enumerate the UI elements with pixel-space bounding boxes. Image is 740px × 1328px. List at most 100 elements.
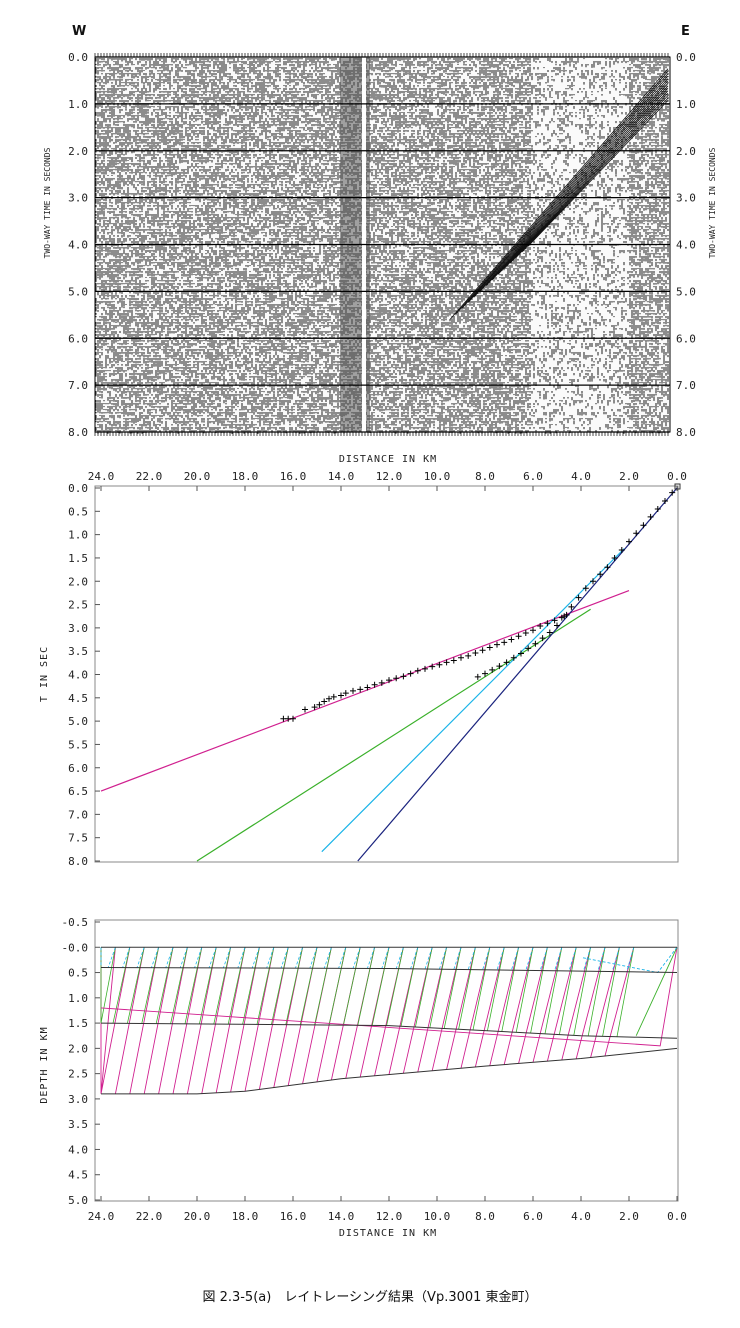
traveltime-ytick-label: 3.5 bbox=[68, 645, 88, 658]
traveltime-pick bbox=[482, 670, 488, 677]
depth-x-ticks: 24.0 22.0 20.0 18.0 16.0 14.0 12.0 10.0 8.0 6.0 4.… bbox=[88, 1196, 687, 1223]
traveltime-pick bbox=[414, 667, 421, 674]
layer-boundary-2 bbox=[100, 1022, 678, 1039]
seismic-ytick-left: 8.0 bbox=[68, 426, 88, 439]
ray-paths-middle bbox=[100, 947, 635, 1037]
traveltime-pick bbox=[496, 663, 503, 670]
traveltime-pick bbox=[472, 650, 479, 657]
traveltime-ytick-label: 6.0 bbox=[68, 762, 88, 775]
traveltime-pick bbox=[486, 644, 493, 651]
traveltime-pick bbox=[669, 489, 676, 496]
traveltime-ytick-label: 7.5 bbox=[68, 832, 88, 845]
depth-xtick-label: 24.0 bbox=[88, 1210, 115, 1223]
seismic-ylabel-left: TWO-WAY TIME IN SECONDS bbox=[43, 147, 52, 258]
traveltime-xtick-label: 4.0 bbox=[571, 470, 591, 483]
traveltime-pick bbox=[544, 620, 551, 627]
traveltime-pick bbox=[539, 635, 546, 642]
seismic-ytick-left: 1.0 bbox=[68, 98, 88, 111]
depth-frame bbox=[94, 919, 679, 1202]
shot-point-marker bbox=[674, 483, 681, 490]
traveltime-pick bbox=[561, 613, 568, 620]
traveltime-model-line-1 bbox=[196, 608, 591, 862]
traveltime-ytick-label: 4.5 bbox=[68, 692, 88, 705]
traveltime-pick bbox=[386, 677, 392, 684]
traveltime-pick bbox=[654, 505, 661, 512]
depth-ytick-label: -0.0 bbox=[62, 941, 89, 954]
traveltime-pick bbox=[640, 522, 647, 529]
traveltime-xtick-label: 24.0 bbox=[88, 470, 115, 483]
traveltime-xtick-label: 20.0 bbox=[184, 470, 211, 483]
traveltime-pick bbox=[633, 530, 640, 537]
depth-ytick-label: 1.5 bbox=[68, 1017, 88, 1030]
traveltime-pick bbox=[338, 692, 344, 699]
traveltime-ytick-label: 4.0 bbox=[68, 669, 88, 682]
depth-xtick-label: 2.0 bbox=[619, 1210, 639, 1223]
traveltime-x-ticks: 24.0 22.0 20.0 18.0 16.0 14.0 12.0 10.0 8.0 6.0 4.… bbox=[88, 470, 687, 491]
east-label: E bbox=[681, 24, 690, 39]
traveltime-panel: DISTANCE IN KM 24.0 22.0 20.0 18.0 16.0 14.0 1… bbox=[39, 454, 687, 868]
depth-y-ticks: -0.5 -0.0 0.5 1.0 1.5 2.0 2.5 3.0 3.5 4.0 4.5 5.0 bbox=[62, 916, 100, 1207]
ray-path-near-cyan bbox=[580, 947, 678, 974]
seismic-ytick-right: 2.0 bbox=[676, 145, 696, 158]
seismic-traces bbox=[95, 57, 670, 434]
depth-ytick-label: -0.5 bbox=[62, 916, 89, 929]
depth-xtick-label: 18.0 bbox=[232, 1210, 259, 1223]
depth-ray-paths bbox=[100, 947, 678, 1094]
traveltime-pick bbox=[508, 636, 515, 643]
ray-paths-deep bbox=[100, 947, 635, 1094]
depth-model-panel: 24.0 22.0 20.0 18.0 16.0 14.0 12.0 10.0 8.0 6.0 4.… bbox=[39, 916, 687, 1239]
seismic-ytick-left: 6.0 bbox=[68, 332, 88, 345]
traveltime-pick bbox=[474, 673, 481, 680]
traveltime-pick bbox=[357, 686, 364, 693]
seismic-time-ticks: 0.0 0.0 1.0 1.0 2.0 2.0 3.0 3.0 4.0 4.0 5.0 5.0 6.0 6… bbox=[68, 51, 696, 439]
layer-boundary-3 bbox=[101, 1047, 678, 1095]
traveltime-pick bbox=[515, 633, 522, 640]
traveltime-model-line-2 bbox=[321, 548, 625, 853]
seismic-ytick-right: 4.0 bbox=[676, 239, 696, 252]
traveltime-pick bbox=[436, 661, 443, 668]
ray-path-near-green bbox=[635, 947, 678, 1036]
seismic-ytick-left: 3.0 bbox=[68, 192, 88, 205]
traveltime-pick bbox=[302, 706, 308, 713]
traveltime-pick bbox=[342, 690, 349, 697]
depth-ytick-label: 4.0 bbox=[68, 1143, 88, 1156]
seismic-trace-ticks bbox=[94, 53, 669, 436]
traveltime-ytick-label: 2.0 bbox=[68, 575, 88, 588]
figure-caption: 図 2.3-5(a) レイトレーシング結果（Vp.3001 東金町） bbox=[202, 1289, 537, 1305]
seismic-ytick-left: 0.0 bbox=[68, 51, 88, 64]
depth-xtick-label: 20.0 bbox=[184, 1210, 211, 1223]
traveltime-pick bbox=[575, 594, 582, 601]
traveltime-xtick-label: 6.0 bbox=[523, 470, 543, 483]
traveltime-xtick-label: 12.0 bbox=[376, 470, 403, 483]
traveltime-ylabel: T IN SEC bbox=[39, 646, 50, 702]
seismic-ylabel-right: TWO-WAY TIME IN SECONDS bbox=[708, 147, 717, 258]
traveltime-pick bbox=[551, 617, 558, 624]
seismic-ytick-left: 2.0 bbox=[68, 145, 88, 158]
traveltime-ytick-label: 0.5 bbox=[68, 505, 88, 518]
depth-ytick-label: 4.5 bbox=[68, 1169, 88, 1182]
traveltime-pick bbox=[554, 622, 560, 629]
seismic-frame bbox=[94, 56, 671, 433]
traveltime-pick bbox=[407, 670, 414, 677]
traveltime-y-ticks: 0.0 0.5 1.0 1.5 2.0 2.5 3.0 3.5 4.0 4.5 5.0 5.5 6.0 6… bbox=[68, 482, 100, 868]
traveltime-pick bbox=[525, 645, 532, 652]
seismic-ytick-left: 4.0 bbox=[68, 239, 88, 252]
traveltime-pick bbox=[618, 547, 625, 554]
traveltime-ytick-label: 7.0 bbox=[68, 808, 88, 821]
traveltime-ytick-label: 3.0 bbox=[68, 622, 88, 635]
traveltime-pick bbox=[597, 571, 604, 578]
depth-ytick-label: 0.5 bbox=[68, 967, 88, 980]
seismic-ytick-right: 1.0 bbox=[676, 98, 696, 111]
traveltime-ytick-label: 1.5 bbox=[68, 552, 88, 565]
depth-layer-boundaries bbox=[100, 946, 678, 1095]
traveltime-pick bbox=[604, 564, 611, 571]
depth-ytick-label: 3.0 bbox=[68, 1093, 88, 1106]
traveltime-pick bbox=[326, 695, 332, 702]
ray-paths-shallow bbox=[100, 947, 635, 972]
traveltime-xtick-label: 14.0 bbox=[328, 470, 355, 483]
traveltime-pick bbox=[378, 679, 385, 686]
traveltime-pick bbox=[364, 684, 371, 691]
depth-ytick-label: 2.5 bbox=[68, 1068, 88, 1081]
seismic-ytick-right: 7.0 bbox=[676, 379, 696, 392]
traveltime-pick bbox=[371, 681, 378, 688]
